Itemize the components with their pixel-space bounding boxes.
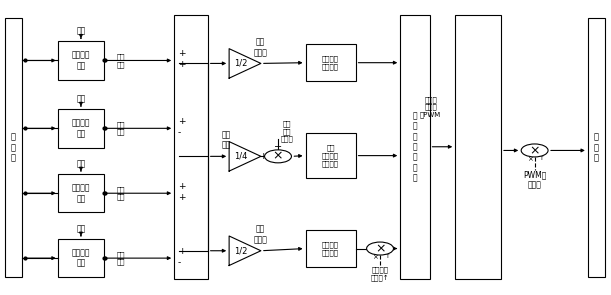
Text: 1/4: 1/4 [235, 152, 248, 161]
Text: -: - [178, 128, 181, 137]
Text: +: + [178, 60, 185, 69]
Text: 前右空气
弹簧: 前右空气 弹簧 [71, 119, 90, 138]
Polygon shape [229, 142, 261, 171]
Text: 控
制
量
分
配
中
心: 控 制 量 分 配 中 心 [412, 111, 417, 183]
Bar [588, 18, 605, 277]
Text: ×: × [273, 150, 284, 163]
Text: 各充放
气电磁
阀PWM: 各充放 气电磁 阀PWM [420, 96, 441, 118]
Text: 俧仰变态
控制需求: 俧仰变态 控制需求 [322, 55, 339, 70]
Text: -: - [178, 258, 181, 267]
Text: 当前
高度: 当前 高度 [117, 251, 125, 265]
Text: 側倾变态
控制需求: 側倾变态 控制需求 [322, 241, 339, 256]
Text: −: − [274, 142, 282, 152]
Text: 激励: 激励 [76, 224, 86, 233]
Circle shape [367, 242, 393, 255]
Text: 激励: 激励 [76, 27, 86, 35]
Text: 车身
垂向高度
控制需求: 车身 垂向高度 控制需求 [322, 145, 339, 166]
Text: ×: × [527, 156, 533, 162]
Text: 1/2: 1/2 [235, 246, 248, 255]
Text: 激励: 激励 [76, 159, 86, 168]
Text: 互联状态
特征値↑: 互联状态 特征値↑ [371, 266, 389, 281]
Text: 激励: 激励 [76, 94, 86, 103]
Bar [58, 109, 104, 148]
Bar [455, 15, 501, 279]
Text: +: + [178, 182, 185, 191]
Polygon shape [229, 236, 261, 266]
Text: +: + [259, 152, 266, 161]
Bar [58, 41, 104, 80]
Text: ×: × [375, 242, 386, 255]
Text: ↑: ↑ [384, 253, 390, 259]
Text: 充
放
气: 充 放 气 [594, 132, 599, 163]
Text: 车身
高度: 车身 高度 [221, 130, 231, 150]
Polygon shape [229, 49, 261, 78]
Text: 后左空气
弹簧: 后左空气 弹簧 [71, 183, 90, 203]
Text: ↑: ↑ [539, 155, 545, 161]
Text: 后右空气
弹簧: 后右空气 弹簧 [71, 248, 90, 268]
Text: ×: × [372, 254, 378, 260]
Text: +: + [178, 247, 185, 256]
Text: 前左空气
弹簧: 前左空气 弹簧 [71, 51, 90, 70]
Bar [400, 15, 430, 279]
Text: 1/2: 1/2 [235, 59, 248, 68]
Text: 当前
高度: 当前 高度 [117, 186, 125, 200]
Circle shape [265, 150, 291, 163]
Bar [306, 44, 356, 81]
Text: 当前
高度: 当前 高度 [117, 121, 125, 135]
Text: +: + [178, 117, 185, 126]
Bar [306, 133, 356, 178]
Bar [174, 15, 208, 279]
Text: ×: × [529, 144, 540, 157]
Text: +: + [178, 50, 185, 58]
Bar [5, 18, 22, 277]
Circle shape [521, 144, 548, 157]
Text: 左右
高度差: 左右 高度差 [254, 225, 267, 244]
Text: +: + [178, 193, 185, 202]
Text: 前后
高度差: 前后 高度差 [254, 37, 267, 57]
Text: PWM修
正系数: PWM修 正系数 [523, 170, 546, 190]
Bar [58, 174, 104, 212]
Bar [306, 230, 356, 267]
Text: 当前
高度: 当前 高度 [117, 53, 125, 68]
Bar [58, 239, 104, 277]
Text: 车身
高度
目标値: 车身 高度 目标値 [281, 120, 293, 142]
Text: 充
放
气: 充 放 气 [11, 132, 16, 163]
